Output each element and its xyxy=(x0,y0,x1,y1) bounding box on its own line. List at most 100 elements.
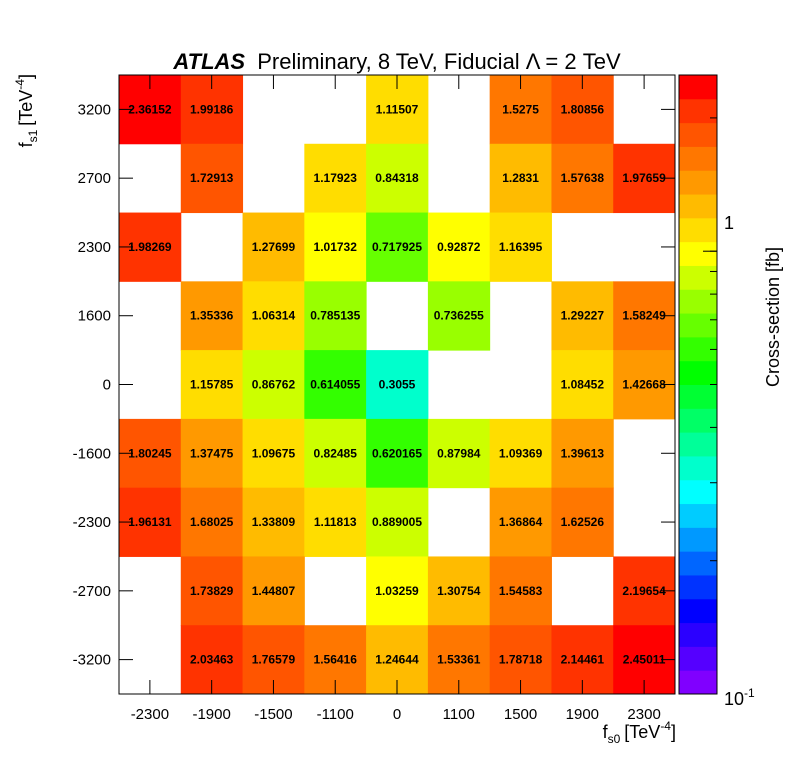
cell-value: 1.27699 xyxy=(252,240,296,254)
color-scale-segment xyxy=(679,146,717,171)
cell-value: 1.17923 xyxy=(314,171,358,185)
y-tick-label: -2300 xyxy=(73,514,111,531)
heatmap-cell xyxy=(180,418,244,489)
cell-value: 2.19654 xyxy=(622,584,666,598)
y-tick-label: 2700 xyxy=(78,170,111,187)
cell-value: 0.785135 xyxy=(310,309,360,323)
cell-value: 1.36864 xyxy=(499,515,543,529)
x-tick-label: -2300 xyxy=(131,706,169,723)
heatmap-cell xyxy=(489,212,552,282)
heatmap-cell xyxy=(551,418,614,489)
cell-value: 1.72913 xyxy=(190,171,234,185)
y-tick-label: -3200 xyxy=(73,652,111,669)
color-scale-tick-min: 10-1 xyxy=(724,686,755,709)
heatmap-cell xyxy=(304,143,367,214)
color-scale-segment xyxy=(679,313,717,338)
heatmap-cell xyxy=(489,418,552,489)
cell-value: 1.58249 xyxy=(622,309,666,323)
heatmap-cell xyxy=(180,281,244,351)
cell-value: 1.97659 xyxy=(622,171,666,185)
cell-value: 2.03463 xyxy=(190,653,234,667)
x-tick-label: 1500 xyxy=(504,706,537,723)
heatmap-cell xyxy=(489,556,552,626)
cell-value: 1.09675 xyxy=(252,446,296,460)
cell-value: 1.24644 xyxy=(375,653,419,667)
color-scale-segment xyxy=(679,217,717,243)
heatmap-cell xyxy=(304,350,367,420)
cell-value: 0.620165 xyxy=(372,446,422,460)
heatmap-cell xyxy=(242,212,305,282)
cell-value: 2.36152 xyxy=(128,102,172,116)
cell-value: 2.14461 xyxy=(561,653,605,667)
cell-value: 0.736255 xyxy=(434,309,484,323)
color-scale-segment xyxy=(679,75,717,100)
heatmap-cell xyxy=(489,487,552,557)
y-axis-title-close: ] xyxy=(16,74,36,79)
color-scale-segment xyxy=(679,241,717,266)
y-tick-label: -2700 xyxy=(73,583,111,600)
color-scale-segment xyxy=(679,122,717,147)
x-axis-title-main: f xyxy=(603,722,609,742)
cell-value: 1.09369 xyxy=(499,446,543,460)
heatmap-cell xyxy=(427,418,491,489)
cell-value: 1.99186 xyxy=(190,102,234,116)
cell-value: 1.35336 xyxy=(190,309,234,323)
y-tick-label: -1600 xyxy=(73,445,111,462)
heatmap-cell xyxy=(427,281,491,351)
cell-value: 0.82485 xyxy=(314,446,358,460)
cell-value: 0.3055 xyxy=(379,378,416,392)
cell-value: 0.92872 xyxy=(437,240,481,254)
cell-value: 1.62526 xyxy=(561,515,605,529)
heatmap-cell xyxy=(366,350,429,420)
y-axis-title-sub: s1 xyxy=(26,129,40,142)
heatmap-cell xyxy=(304,418,367,489)
color-scale-segment xyxy=(679,170,717,195)
heatmap-cell xyxy=(242,487,305,557)
color-scale-segment xyxy=(679,360,717,385)
color-scale-segment xyxy=(679,408,717,433)
cell-value: 1.33809 xyxy=(252,515,296,529)
cell-value: 1.57638 xyxy=(561,171,605,185)
cell-value: 0.889005 xyxy=(372,515,422,529)
cell-value: 1.16395 xyxy=(499,240,543,254)
heatmap-cell xyxy=(551,350,614,420)
cell-value: 0.87984 xyxy=(437,446,481,460)
cell-value: 0.84318 xyxy=(375,171,419,185)
x-tick-label: -1100 xyxy=(317,706,354,723)
heatmap-cell xyxy=(304,212,367,282)
y-axis-ticks: 3200 2700 2300 1600 0 -1600 -2300 -2700 -3200 xyxy=(73,101,675,669)
x-axis-ticks: -2300 -1900 -1500 -1100 0 1100 1500 1900 2300 xyxy=(131,75,661,723)
cell-value: 1.2831 xyxy=(502,171,539,185)
color-scale-title: Cross-section [fb] xyxy=(763,247,783,387)
x-tick-label: 1100 xyxy=(443,706,475,723)
cell-value: 1.03259 xyxy=(375,584,419,598)
cell-value: 1.44807 xyxy=(252,584,296,598)
cell-value: 0.717925 xyxy=(372,240,422,254)
y-axis-title-exp: -4 xyxy=(13,79,27,90)
cell-value: 1.11507 xyxy=(376,102,419,116)
color-scale-segment xyxy=(679,479,717,505)
heatmap-cell xyxy=(180,350,244,420)
cell-value: 1.15785 xyxy=(190,378,234,392)
heatmap-cell xyxy=(489,143,552,214)
x-tick-label: -1500 xyxy=(254,706,292,723)
heatmap-cell xyxy=(242,556,305,626)
heatmap-cell xyxy=(366,212,429,282)
x-tick-label: -1900 xyxy=(192,706,230,723)
x-tick-label: 1900 xyxy=(566,706,599,723)
color-scale-bar xyxy=(679,75,717,695)
color-scale-segment xyxy=(679,265,717,290)
heatmap-cell xyxy=(551,143,614,214)
heatmap-cell xyxy=(242,418,305,489)
y-axis-title-unit: [TeV xyxy=(16,90,36,126)
heatmap-cell xyxy=(304,487,367,557)
cell-value: 1.06314 xyxy=(252,309,296,323)
heatmap-cell xyxy=(366,143,429,214)
cell-value: 1.76579 xyxy=(252,653,296,667)
color-scale-segment xyxy=(679,622,717,647)
cell-value: 1.68025 xyxy=(190,515,234,529)
heatmap-cells xyxy=(119,75,676,695)
color-scale-segment xyxy=(679,574,717,600)
cell-value: 1.54583 xyxy=(499,584,543,598)
color-scale-segment xyxy=(679,551,717,576)
